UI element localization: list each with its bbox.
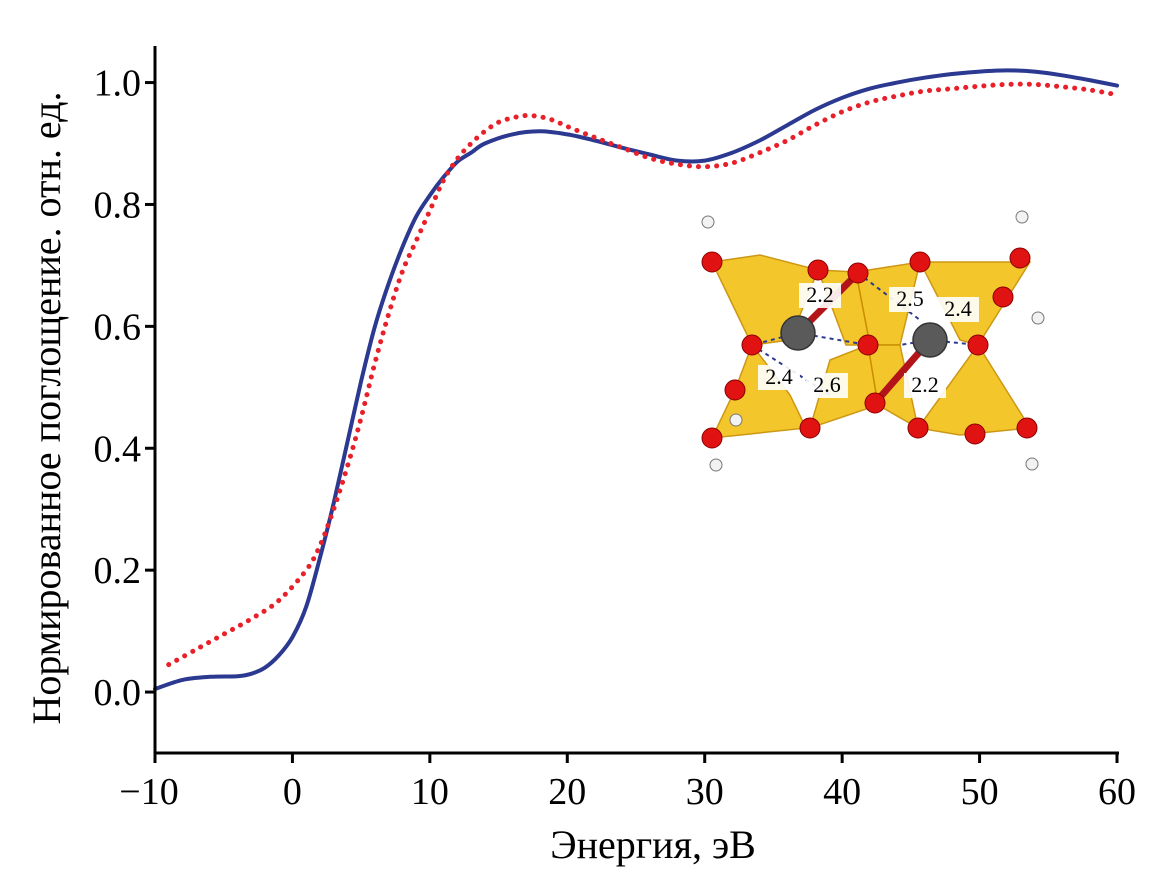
axes: −10 0 10 20 30 40 50 60 0.0 0.2 0.4 0.6 0.8 1.0 (94, 46, 1136, 813)
oxygen-atom (964, 423, 986, 445)
bond-label-bg (806, 373, 848, 398)
dashed-bond (857, 272, 921, 321)
bond-distance-label: 2.4 (944, 296, 972, 321)
x-axis-title: Энергия, эВ (550, 822, 756, 867)
y-axis-title: Нормированное поглощение. отн. ед. (24, 92, 69, 725)
oxygen-atom (907, 417, 929, 439)
oxygen-atom (967, 334, 989, 356)
hydrogen-atom (1025, 457, 1039, 471)
hydrogen-atom (709, 458, 723, 472)
x-tick-label: 20 (548, 771, 586, 813)
bond-label-bg (904, 373, 946, 398)
oxygen-atom (724, 379, 746, 401)
oxygen-atom (807, 259, 829, 281)
dashed-bond (899, 339, 931, 346)
bond-label-bg (937, 297, 979, 322)
x-tick-label: 0 (283, 771, 302, 813)
oxygen-atom (799, 417, 821, 439)
bond-label-bg (889, 287, 931, 312)
bond-distance-label: 2.2 (806, 282, 834, 307)
metal-atom (780, 315, 816, 351)
y-tick-label: 0.0 (94, 672, 142, 714)
oxygen-atom (847, 262, 869, 284)
y-tick-label: 0.8 (94, 184, 142, 226)
oxygen-atom (701, 251, 723, 273)
y-tick-label: 0.4 (94, 428, 142, 470)
x-tick-label: 10 (411, 771, 449, 813)
bond-distance-label: 2.2 (911, 372, 939, 397)
x-tick-label: 60 (1098, 771, 1136, 813)
oxygen-atom (992, 286, 1014, 308)
plot-area (153, 68, 1120, 691)
bond-distance-label: 2.5 (896, 286, 924, 311)
oxygen-atom (864, 392, 886, 414)
y-tick-label: 1.0 (94, 63, 142, 105)
hydrogen-atom (1031, 311, 1045, 325)
oxygen-atom (1016, 417, 1038, 439)
hydrogen-atom (701, 215, 715, 229)
bond-distance-label: 2.4 (765, 364, 793, 389)
y-tick-label: 0.6 (94, 306, 142, 348)
hydrogen-atom (729, 413, 743, 427)
x-tick-label: 40 (823, 771, 861, 813)
bond-label-bg (799, 283, 841, 308)
oxygen-atom (701, 427, 723, 449)
hydrogen-atom (1015, 210, 1029, 224)
y-tick-label: 0.2 (94, 550, 142, 592)
oxygen-atom (1009, 247, 1031, 269)
molecular-structure-inset: 2.2 2.5 2.4 2.4 2.6 2.2 (701, 210, 1045, 472)
series-line-dotted (166, 81, 1120, 668)
bond-distance-label: 2.6 (813, 372, 841, 397)
bond-label-bg (758, 365, 800, 390)
oxygen-atom (857, 334, 879, 356)
oxygen-atom (909, 251, 931, 273)
metal-atom (912, 322, 948, 358)
series-line-solid (153, 68, 1119, 691)
x-tick-label: −10 (119, 771, 178, 813)
oxygen-atom (741, 334, 763, 356)
x-tick-label: 50 (961, 771, 999, 813)
x-tick-label: 30 (686, 771, 724, 813)
